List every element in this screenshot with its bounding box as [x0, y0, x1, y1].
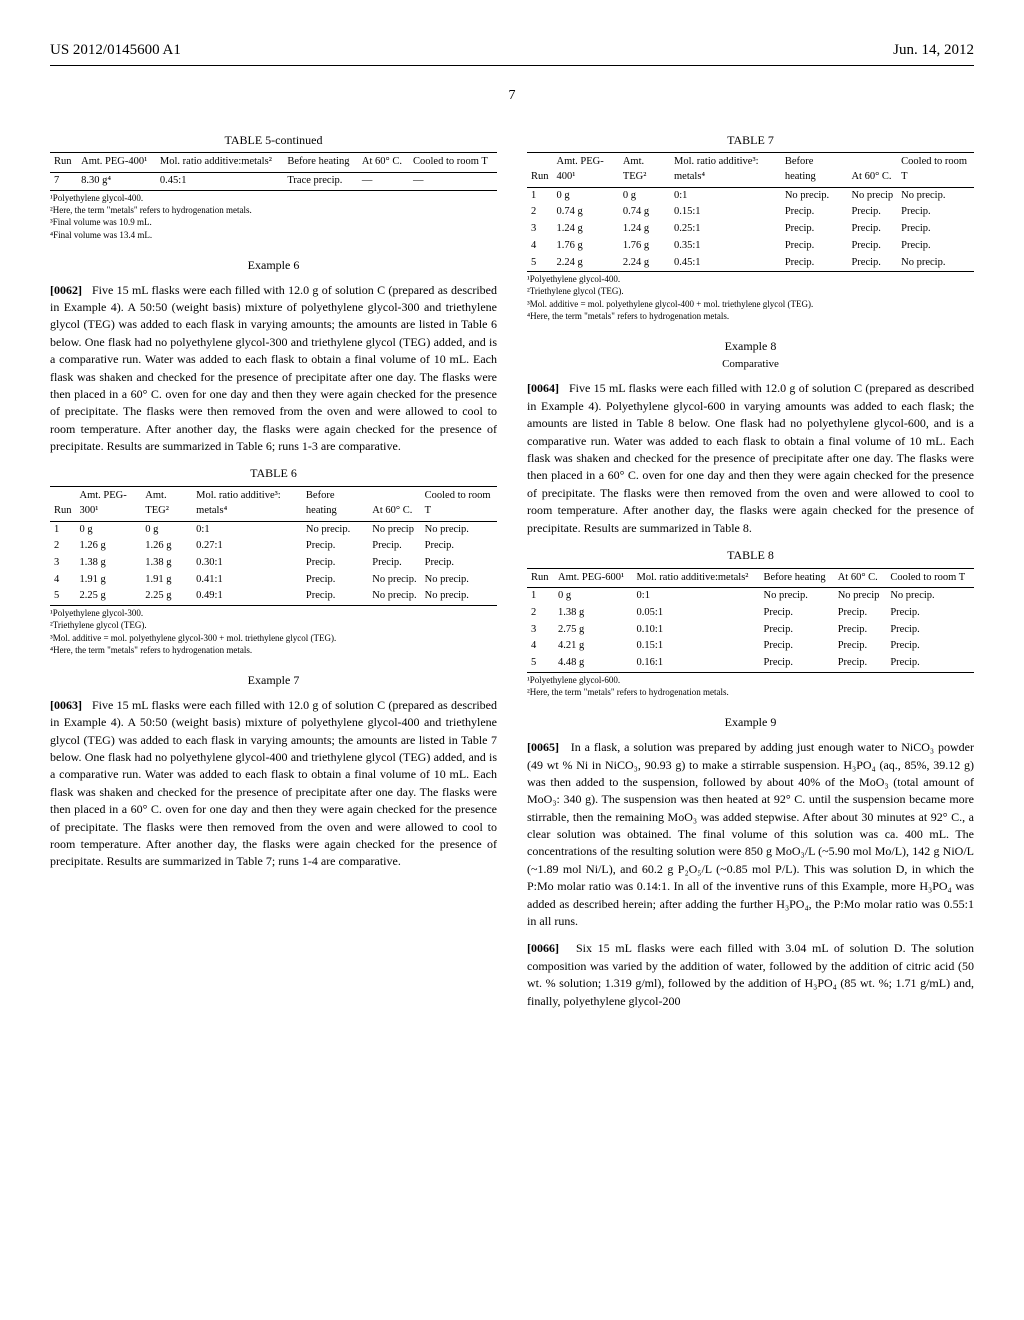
table-row: 21.26 g1.26 g0.27:1Precip.Precip.Precip.	[50, 538, 497, 555]
table5-h1: Amt. PEG-400¹	[77, 153, 156, 173]
table5-footnotes: ¹Polyethylene glycol-400. ²Here, the ter…	[50, 193, 497, 241]
table6-footnotes: ¹Polyethylene glycol-300. ²Triethylene g…	[50, 608, 497, 656]
table7-footnotes: ¹Polyethylene glycol-400. ²Triethylene g…	[527, 274, 974, 322]
example9-para1: [0065] In a flask, a solution was prepar…	[527, 739, 974, 930]
para-num: [0063]	[50, 698, 82, 712]
example7-heading: Example 7	[50, 672, 497, 689]
table-row: 20.74 g0.74 g0.15:1Precip.Precip.Precip.	[527, 204, 974, 221]
left-column: TABLE 5-continued Run Amt. PEG-400¹ Mol.…	[50, 126, 497, 1020]
table-row: 10 g0 g0:1No precip.No precipNo precip.	[527, 187, 974, 204]
table5-h5: Cooled to room T	[409, 153, 497, 173]
table-row: 52.25 g2.25 g0.49:1Precip.No precip.No p…	[50, 588, 497, 605]
example9-para2: [0066] Six 15 mL flasks were each filled…	[527, 940, 974, 1010]
table5-h3: Before heating	[283, 153, 358, 173]
table5-title: TABLE 5-continued	[50, 132, 497, 149]
table-row: 21.38 g0.05:1Precip.Precip.Precip.	[527, 605, 974, 622]
table7: Run Amt. PEG-400¹ Amt. TEG² Mol. ratio a…	[527, 152, 974, 272]
example9-heading: Example 9	[527, 714, 974, 731]
table5-h0: Run	[50, 153, 77, 173]
table-row: 52.24 g2.24 g0.45:1Precip.Precip.No prec…	[527, 255, 974, 272]
table-row: 7 8.30 g⁴ 0.45:1 Trace precip. — —	[50, 173, 497, 191]
table-row: 31.24 g1.24 g0.25:1Precip.Precip.Precip.	[527, 221, 974, 238]
table-row: 10 g0:1No precip.No precipNo precip.	[527, 588, 974, 605]
table6: Run Amt. PEG-300¹ Amt. TEG² Mol. ratio a…	[50, 486, 497, 606]
table8-footnotes: ¹Polyethylene glycol-600. ²Here, the ter…	[527, 675, 974, 699]
table5: Run Amt. PEG-400¹ Mol. ratio additive:me…	[50, 152, 497, 190]
patent-number: US 2012/0145600 A1	[50, 40, 181, 61]
table8-title: TABLE 8	[527, 547, 974, 564]
patent-date: Jun. 14, 2012	[893, 40, 974, 61]
table-row: 41.91 g1.91 g0.41:1Precip.No precip.No p…	[50, 572, 497, 589]
para-num: [0065]	[527, 740, 559, 754]
table-row: 44.21 g0.15:1Precip.Precip.Precip.	[527, 638, 974, 655]
header-rule	[50, 65, 974, 66]
table5-h4: At 60° C.	[358, 153, 409, 173]
example8-heading: Example 8	[527, 338, 974, 355]
table7-title: TABLE 7	[527, 132, 974, 149]
table-row: 10 g0 g0:1No precip.No precipNo precip.	[50, 521, 497, 538]
table8: Run Amt. PEG-600¹ Mol. ratio additive:me…	[527, 568, 974, 673]
table-row: 31.38 g1.38 g0.30:1Precip.Precip.Precip.	[50, 555, 497, 572]
example6-heading: Example 6	[50, 257, 497, 274]
page-header: US 2012/0145600 A1 Jun. 14, 2012	[50, 40, 974, 61]
page-number: 7	[50, 86, 974, 106]
two-column-layout: TABLE 5-continued Run Amt. PEG-400¹ Mol.…	[50, 126, 974, 1020]
right-column: TABLE 7 Run Amt. PEG-400¹ Amt. TEG² Mol.…	[527, 126, 974, 1020]
table-row: 32.75 g0.10:1Precip.Precip.Precip.	[527, 622, 974, 639]
para-num: [0062]	[50, 283, 82, 297]
example8-sub: Comparative	[527, 357, 974, 372]
para-num: [0066]	[527, 941, 559, 955]
example8-para: [0064] Five 15 mL flasks were each fille…	[527, 380, 974, 537]
para-num: [0064]	[527, 381, 559, 395]
table-row: 41.76 g1.76 g0.35:1Precip.Precip.Precip.	[527, 238, 974, 255]
table6-title: TABLE 6	[50, 465, 497, 482]
example7-para: [0063] Five 15 mL flasks were each fille…	[50, 697, 497, 871]
table5-h2: Mol. ratio additive:metals²	[156, 153, 283, 173]
table-row: 54.48 g0.16:1Precip.Precip.Precip.	[527, 655, 974, 672]
example6-para: [0062] Five 15 mL flasks were each fille…	[50, 282, 497, 456]
